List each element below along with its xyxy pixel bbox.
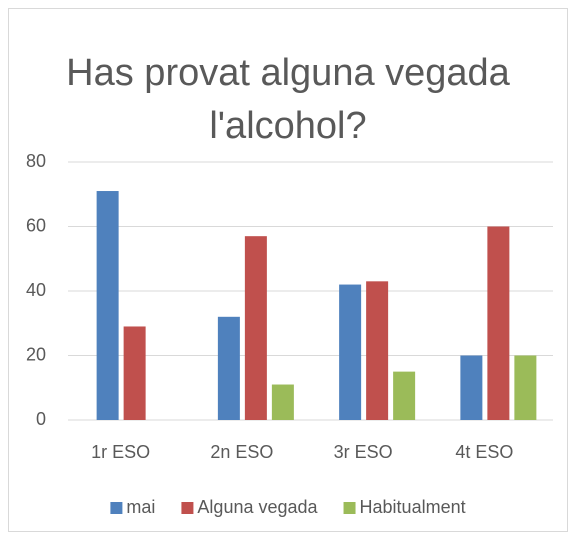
legend-swatch	[343, 502, 356, 514]
y-tick-label: 0	[36, 409, 46, 429]
y-tick-label: 80	[26, 151, 46, 171]
x-tick-label: 3r ESO	[334, 442, 393, 462]
bar	[271, 384, 294, 420]
legend-label: mai	[126, 497, 155, 517]
bar	[123, 326, 146, 420]
x-tick-label: 2n ESO	[210, 442, 273, 462]
bar	[514, 355, 537, 420]
bar	[217, 316, 240, 420]
legend-label: Habitualment	[360, 497, 466, 517]
bar	[460, 355, 483, 420]
bar	[393, 371, 416, 420]
y-tick-label: 40	[26, 280, 46, 300]
bar	[244, 236, 267, 420]
bar	[96, 191, 119, 420]
bar	[339, 284, 362, 420]
y-tick-label: 60	[26, 215, 46, 235]
chart-title: Has provat alguna vegada l'alcohol?	[66, 52, 511, 147]
legend-swatch	[181, 502, 194, 514]
x-tick-label: 4t ESO	[455, 442, 513, 462]
x-tick-label: 1r ESO	[91, 442, 150, 462]
bar	[487, 226, 510, 420]
legend-label: Alguna vegada	[197, 497, 318, 517]
legend-swatch	[110, 502, 123, 514]
y-tick-label: 20	[26, 344, 46, 364]
bar	[366, 281, 389, 420]
